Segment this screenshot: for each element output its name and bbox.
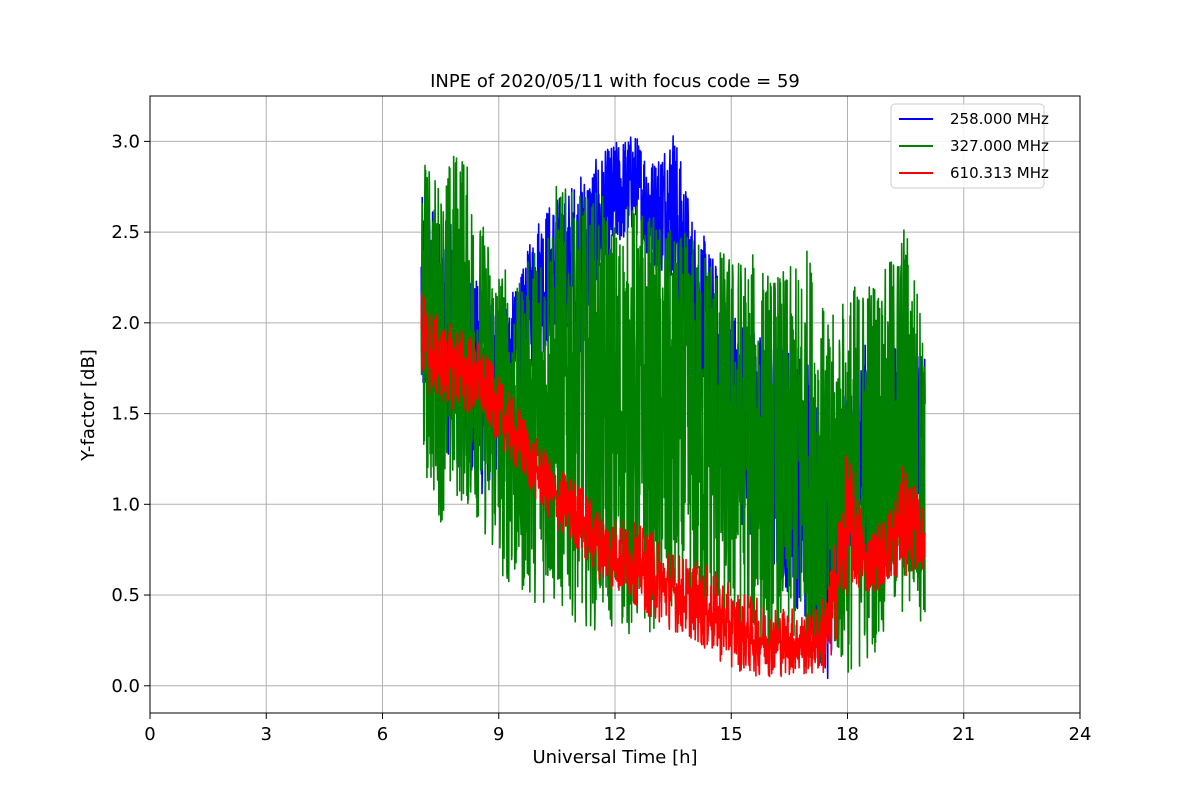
x-axis-label: Universal Time [h] [532, 747, 697, 768]
x-tick-label: 6 [377, 724, 388, 745]
y-tick-label: 1.5 [111, 404, 140, 425]
x-tick-label: 15 [720, 724, 743, 745]
x-tick-label: 9 [493, 724, 504, 745]
x-tick-label: 12 [604, 724, 627, 745]
legend: 258.000 MHz 327.000 MHz 610.313 MHz [890, 103, 1049, 189]
y-tick-label: 3.0 [111, 131, 140, 152]
y-tick-label: 0.5 [111, 585, 140, 606]
legend-box [890, 103, 1045, 189]
x-tick-label: 18 [836, 724, 859, 745]
x-tick-label: 0 [144, 724, 155, 745]
y-tick-label: 2.0 [111, 313, 140, 334]
x-tick-label: 21 [952, 724, 975, 745]
y-tick-label: 0.0 [111, 676, 140, 697]
x-tick-label: 3 [261, 724, 272, 745]
y-tick-label: 1.0 [111, 494, 140, 515]
series-line [420, 292, 926, 678]
chart-title: INPE of 2020/05/11 with focus code = 59 [430, 71, 800, 92]
plot-lines [420, 135, 926, 680]
legend-entry: 327.000 MHz [950, 137, 1049, 155]
y-tick-label: 2.5 [111, 222, 140, 243]
legend-entry: 258.000 MHz [950, 110, 1049, 128]
y-ticks: 0.0 0.5 1.0 1.5 2.0 2.5 3.0 [111, 131, 150, 697]
y-axis-label: Y-factor [dB] [78, 349, 99, 462]
x-ticks: 0 3 6 9 12 15 18 21 24 [144, 713, 1091, 745]
x-tick-label: 24 [1069, 724, 1092, 745]
legend-entry: 610.313 MHz [950, 164, 1049, 182]
